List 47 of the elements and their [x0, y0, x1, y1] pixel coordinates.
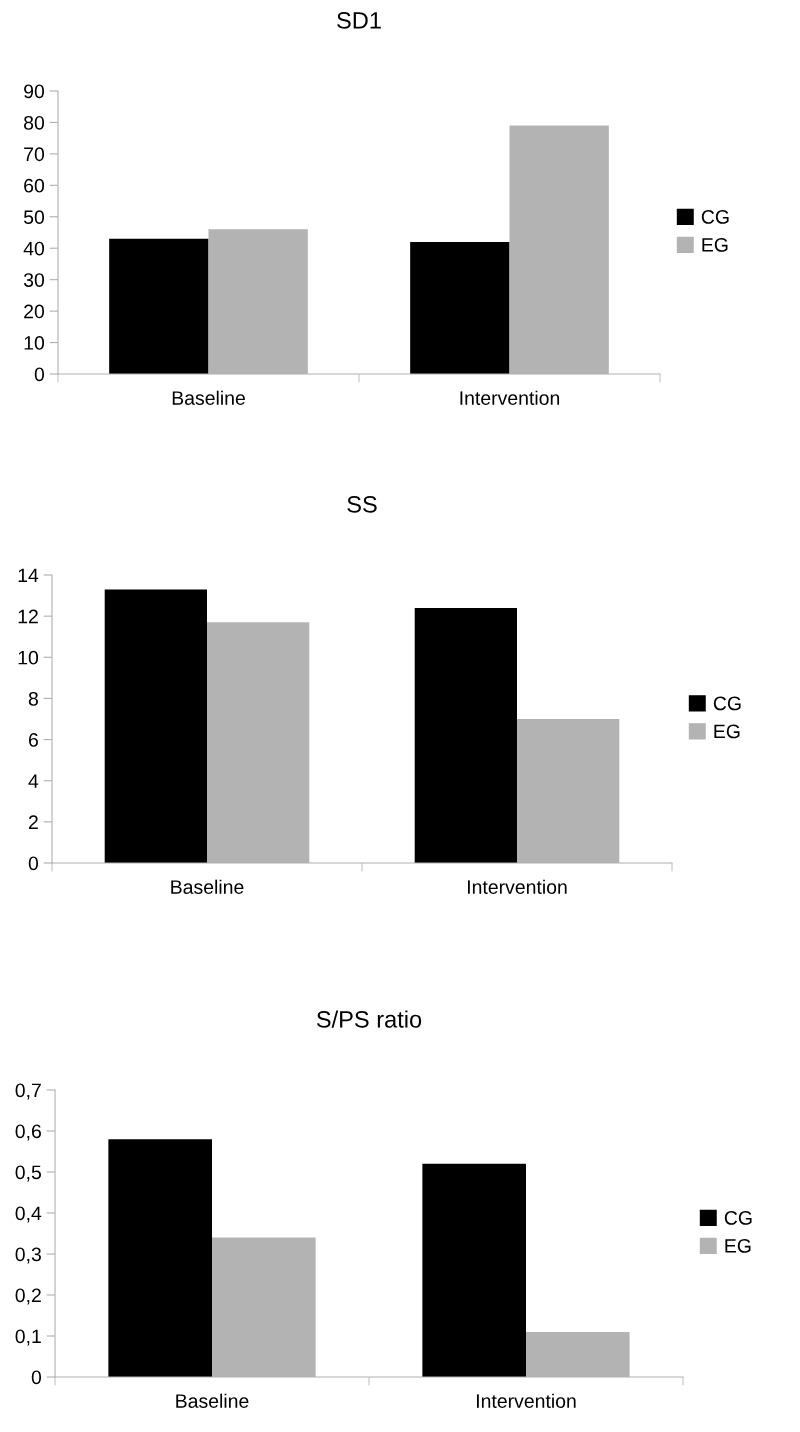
y-tick-label: 0 [34, 367, 45, 382]
y-tick-label: 90 [24, 84, 45, 99]
y-tick-label: 0,3 [15, 1247, 41, 1264]
legend-label: EG [714, 724, 740, 739]
y-tick-label: 80 [24, 115, 45, 130]
legend-label: EG [702, 237, 728, 252]
y-tick-label: 10 [18, 650, 39, 665]
y-tick-label: 20 [24, 304, 45, 319]
x-tick-label: Baseline [172, 390, 245, 405]
legend-label: CG [713, 696, 741, 711]
bar [414, 607, 517, 863]
y-tick-label: 10 [24, 336, 45, 350]
y-tick-label: 0,7 [15, 1083, 41, 1100]
y-tick-label: 0,6 [15, 1124, 41, 1141]
y-tick-label: 70 [24, 147, 45, 162]
y-tick-label: 30 [23, 273, 45, 287]
y-tick-label: 0 [31, 1370, 42, 1385]
y-tick-label: 50 [23, 210, 45, 225]
legend-label: CG [724, 1211, 752, 1225]
y-tick-label: 14 [18, 568, 39, 583]
legend-label: EG [725, 1238, 751, 1253]
bar [410, 241, 510, 374]
x-tick-label: Intervention [477, 1393, 576, 1408]
y-tick-label: 0 [28, 856, 39, 871]
bar [109, 238, 209, 374]
y-tick-label: 0,2 [15, 1288, 41, 1305]
legend-label: CG [701, 210, 729, 224]
y-tick-label: 6 [28, 733, 38, 747]
chart-title: S/PS ratio [316, 1010, 422, 1028]
y-tick-label: 60 [24, 178, 45, 193]
y-tick-label: 8 [28, 691, 38, 706]
y-tick-label: 2 [28, 815, 38, 829]
bar [108, 1139, 212, 1377]
x-tick-label: Baseline [171, 879, 244, 894]
y-tick-label: 0,4 [15, 1206, 42, 1223]
y-tick-label: 0,1 [15, 1329, 41, 1346]
y-tick-label: 12 [18, 609, 38, 624]
y-tick-label: 0,5 [15, 1165, 41, 1182]
y-tick-label: 4 [28, 774, 39, 788]
chart-title: SD1 [337, 12, 381, 29]
x-tick-label: Baseline [176, 1393, 249, 1408]
bar [104, 589, 207, 863]
chart-title: SS [347, 496, 377, 513]
x-tick-label: Intervention [460, 390, 560, 405]
x-tick-label: Intervention [468, 879, 567, 894]
y-tick-label: 40 [23, 241, 45, 256]
bar [422, 1163, 526, 1377]
